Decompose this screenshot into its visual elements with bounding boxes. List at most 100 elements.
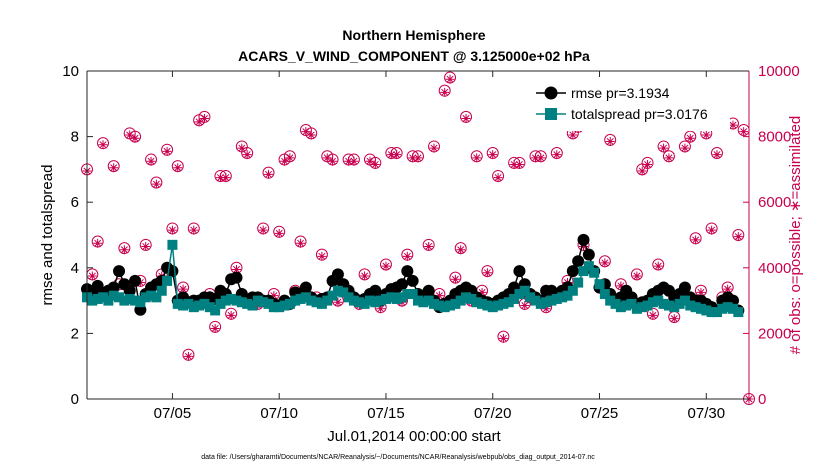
totalspread-point xyxy=(194,300,205,311)
x-tick-label: 07/30 xyxy=(688,405,726,422)
rmse-point xyxy=(331,268,344,281)
obs-assimilated-point xyxy=(125,130,135,140)
obs-assimilated-point xyxy=(616,281,626,291)
legend: rmse pr=3.1934 totalspread pr=3.0176 xyxy=(530,79,730,131)
totalspread-point xyxy=(375,295,386,306)
obs-assimilated-point xyxy=(472,153,482,163)
totalspread-point xyxy=(370,297,381,308)
totalspread-point xyxy=(231,295,242,306)
totalspread-point xyxy=(674,298,685,309)
totalspread-point xyxy=(322,295,333,306)
totalspread-point xyxy=(258,297,269,308)
totalspread-point xyxy=(519,285,530,296)
totalspread-point xyxy=(167,239,178,250)
totalspread-point xyxy=(151,292,162,303)
obs-assimilated-point xyxy=(199,114,209,124)
rmse-point xyxy=(401,265,414,278)
totalspread-point xyxy=(284,298,295,309)
totalspread-point xyxy=(423,295,434,306)
obs-assimilated-point xyxy=(664,153,674,163)
totalspread-point xyxy=(727,303,738,314)
obs-assimilated-point xyxy=(514,159,524,169)
totalspread-point xyxy=(98,292,109,303)
right-axis-label: # of obs: o=possible; ∗=assimilated xyxy=(787,116,804,355)
totalspread-point xyxy=(466,293,477,304)
rmse-point xyxy=(299,281,312,294)
totalspread-point xyxy=(573,277,584,288)
totalspread-point xyxy=(359,298,370,309)
totalspread-point xyxy=(695,303,706,314)
legend-rmse-marker xyxy=(544,86,558,100)
rmse-point xyxy=(369,284,382,297)
totalspread-point xyxy=(509,293,520,304)
totalspread-point xyxy=(300,292,311,303)
right-tick-label: 6000 xyxy=(758,194,791,211)
totalspread-point xyxy=(482,300,493,311)
totalspread-point xyxy=(690,302,701,313)
obs-assimilated-point xyxy=(344,156,354,166)
obs-assimilated-point xyxy=(322,153,332,163)
totalspread-point xyxy=(434,300,445,311)
totalspread-point xyxy=(706,307,717,318)
obs-assimilated-point xyxy=(488,150,498,160)
obs-assimilated-point xyxy=(530,153,540,163)
rmse-point xyxy=(577,233,590,246)
obs-assimilated-point xyxy=(301,127,311,137)
right-tick-label: 0 xyxy=(758,391,766,408)
totalspread-point xyxy=(530,295,541,306)
obs-assimilated-point xyxy=(151,179,161,189)
totalspread-point xyxy=(658,298,669,309)
totalspread-point xyxy=(172,298,183,309)
obs-assimilated-point xyxy=(141,241,151,251)
obs-assimilated-point xyxy=(146,156,156,166)
obs-assimilated-point xyxy=(109,163,119,173)
obs-assimilated-point xyxy=(317,251,327,261)
rmse-point xyxy=(422,284,435,297)
totalspread-point xyxy=(140,292,151,303)
data-file-footnote: data file: /Users/gharamti/Documents/NCA… xyxy=(201,454,595,461)
totalspread-point xyxy=(685,300,696,311)
obs-assimilated-point xyxy=(98,140,108,150)
obs-assimilated-point xyxy=(167,225,177,235)
totalspread-point xyxy=(487,302,498,313)
right-tick-label: 10000 xyxy=(758,63,800,80)
obs-assimilated-point xyxy=(685,133,695,143)
obs-assimilated-point xyxy=(162,146,172,156)
obs-assimilated-point xyxy=(328,156,338,166)
obs-assimilated-point xyxy=(701,130,711,140)
totalspread-point xyxy=(236,297,247,308)
totalspread-point xyxy=(679,295,690,306)
obs-assimilated-point xyxy=(434,291,444,301)
obs-assimilated-point xyxy=(653,261,663,271)
totalspread-point xyxy=(647,297,658,308)
obs-assimilated-point xyxy=(226,310,236,320)
totalspread-point xyxy=(146,290,157,301)
totalspread-point xyxy=(599,289,610,300)
obs-assimilated-point xyxy=(296,238,306,248)
totalspread-point xyxy=(594,279,605,290)
obs-assimilated-point xyxy=(461,114,471,124)
left-tick-label: 4 xyxy=(71,260,79,277)
totalspread-point xyxy=(380,293,391,304)
obs-assimilated-point xyxy=(450,274,460,284)
obs-assimilated-point xyxy=(285,153,295,163)
obs-assimilated-point xyxy=(477,287,487,297)
rmse-point xyxy=(582,248,595,261)
obs-assimilated-point xyxy=(648,310,658,320)
totalspread-point xyxy=(541,297,552,308)
rmse-point xyxy=(566,265,579,278)
x-tick-label: 07/25 xyxy=(581,405,619,422)
totalspread-point xyxy=(114,292,125,303)
totalspread-point xyxy=(642,300,653,311)
totalspread-point xyxy=(274,302,285,313)
totalspread-point xyxy=(711,307,722,318)
obs-assimilated-point xyxy=(552,150,562,160)
totalspread-point xyxy=(717,303,728,314)
obs-assimilated-point xyxy=(691,235,701,245)
obs-assimilated-point xyxy=(600,258,610,268)
totalspread-point xyxy=(445,300,456,311)
obs-assimilated-point xyxy=(178,284,188,294)
obs-assimilated-point xyxy=(119,245,129,255)
rmse-point xyxy=(513,265,526,278)
